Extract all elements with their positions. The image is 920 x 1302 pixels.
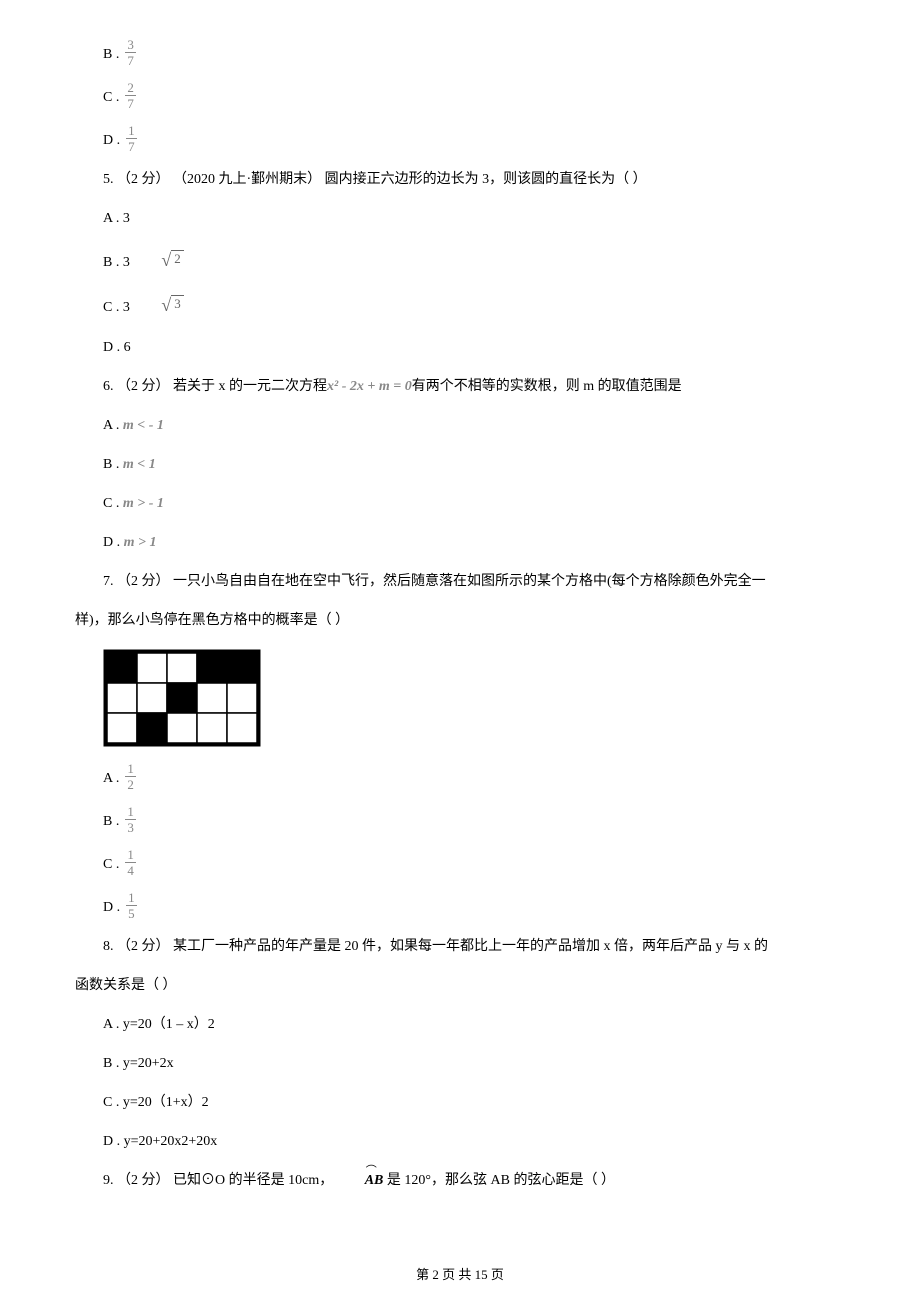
option-letter: A .: [103, 768, 119, 789]
fraction: 15: [126, 891, 137, 920]
q5-option-b: B . 3 √2: [75, 247, 845, 274]
q9-stem-pre: 9. （2 分） 已知⊙O 的半径是 10cm，: [103, 1173, 337, 1188]
q9-stem-post: 是 120°，那么弦 AB 的弦心距是（ ）: [387, 1173, 615, 1188]
option-letter: C . 3: [103, 300, 130, 315]
option-letter: D .: [103, 130, 120, 151]
q4-option-b: B . 3 7: [103, 40, 845, 69]
q6-stem-post: 有两个不相等的实数根，则 m 的取值范围是: [412, 379, 682, 394]
page-number: 第 2 页 共 15 页: [75, 1265, 845, 1285]
option-letter: B . 3: [103, 255, 130, 270]
fraction: 1 7: [126, 124, 137, 153]
q6-stem: 6. （2 分） 若关于 x 的一元二次方程x² - 2x + m = 0有两个…: [75, 376, 845, 397]
q7-stem-line2: 样)，那么小鸟停在黑色方格中的概率是（ ）: [75, 610, 845, 631]
option-letter: C .: [103, 854, 119, 875]
sqrt-icon: √2: [133, 247, 183, 274]
q7-option-b: B . 13: [103, 807, 845, 836]
q8-option-a: A . y=20（1 – x）2: [75, 1014, 845, 1035]
q6-option-b: B . m < 1: [75, 454, 845, 475]
q8-stem-line2: 函数关系是（ ）: [75, 975, 845, 996]
q7-option-a: A . 12: [103, 764, 845, 793]
q8-option-b: B . y=20+2x: [75, 1053, 845, 1074]
fraction: 12: [125, 762, 136, 791]
q8-option-d: D . y=20+20x2+20x: [75, 1131, 845, 1152]
option-letter: C .: [103, 87, 119, 108]
q7-grid-figure: [103, 649, 845, 754]
q4-option-c: C . 2 7: [103, 83, 845, 112]
fraction: 3 7: [125, 38, 136, 67]
sqrt-icon: √3: [133, 292, 183, 319]
q7-option-c: C . 14: [103, 850, 845, 879]
q5-option-a: A . 3: [75, 208, 845, 229]
q5-stem: 5. （2 分） （2020 九上·鄞州期末） 圆内接正六边形的边长为 3，则该…: [75, 169, 845, 190]
q6-stem-pre: 6. （2 分） 若关于 x 的一元二次方程: [103, 379, 327, 394]
arc-ab-icon: ⌒AB: [337, 1170, 384, 1191]
fraction: 14: [125, 848, 136, 877]
fraction: 13: [125, 805, 136, 834]
checker-grid-icon: [103, 649, 261, 747]
q7-option-d: D . 15: [103, 893, 845, 922]
option-letter: D .: [103, 897, 120, 918]
q6-option-d: D . m > 1: [75, 532, 845, 553]
q9-stem: 9. （2 分） 已知⊙O 的半径是 10cm， ⌒AB 是 120°，那么弦 …: [75, 1170, 845, 1191]
q7-stem-line1: 7. （2 分） 一只小鸟自由自在地在空中飞行，然后随意落在如图所示的某个方格中…: [75, 571, 845, 592]
option-letter: B .: [103, 44, 119, 65]
q6-option-a: A . m < - 1: [75, 415, 845, 436]
q6-equation: x² - 2x + m = 0: [327, 379, 412, 394]
q6-option-c: C . m > - 1: [75, 493, 845, 514]
q8-stem-line1: 8. （2 分） 某工厂一种产品的年产量是 20 件，如果每一年都比上一年的产品…: [75, 936, 845, 957]
q5-option-c: C . 3 √3: [75, 292, 845, 319]
q4-option-d: D . 1 7: [103, 126, 845, 155]
fraction: 2 7: [125, 81, 136, 110]
option-letter: B .: [103, 811, 119, 832]
q8-option-c: C . y=20（1+x）2: [75, 1092, 845, 1113]
q5-option-d: D . 6: [75, 337, 845, 358]
